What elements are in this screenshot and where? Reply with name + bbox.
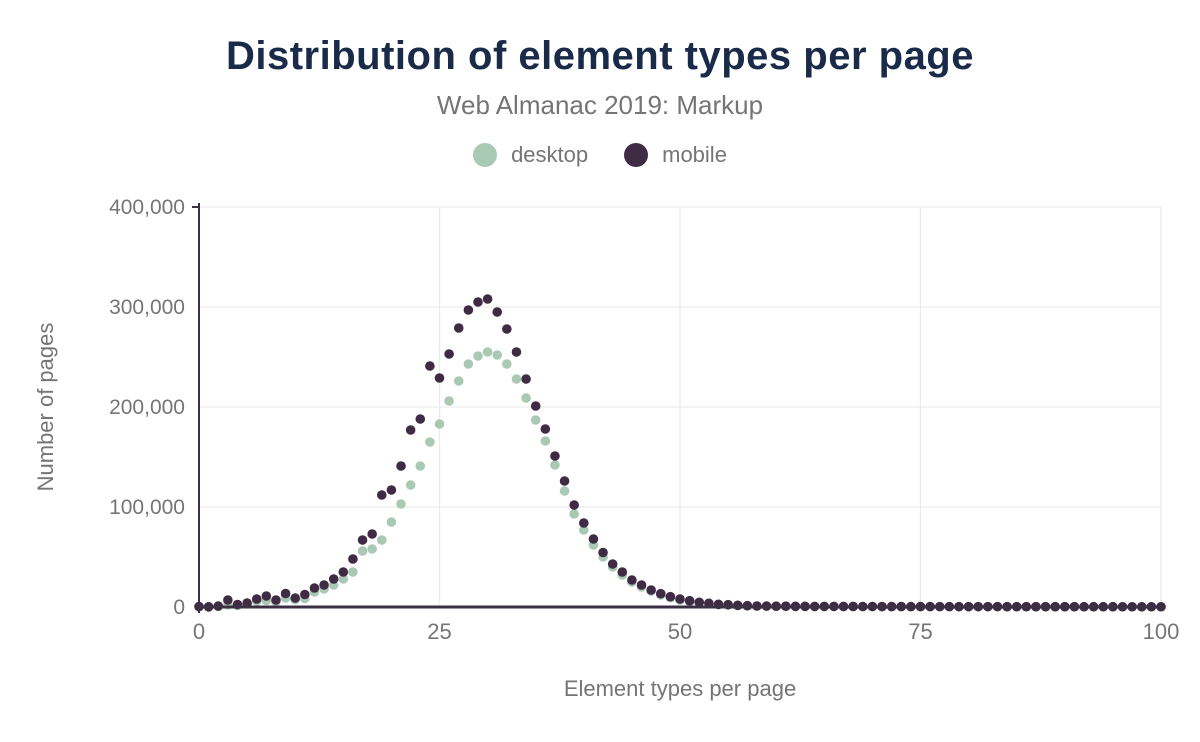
data-point-mobile[interactable]: [607, 559, 618, 569]
data-point-desktop[interactable]: [453, 376, 464, 386]
data-point-desktop[interactable]: [367, 544, 377, 554]
data-point-desktop[interactable]: [521, 393, 531, 403]
data-point-mobile[interactable]: [665, 591, 676, 602]
data-point-desktop[interactable]: [559, 486, 570, 496]
data-point-desktop[interactable]: [569, 509, 579, 519]
y-tick-label: 200,000: [109, 396, 185, 419]
data-point-mobile[interactable]: [271, 595, 281, 605]
data-point-desktop[interactable]: [511, 374, 522, 384]
y-tick-label: 400,000: [109, 196, 185, 219]
data-point-mobile[interactable]: [530, 401, 541, 411]
data-point-mobile[interactable]: [453, 323, 464, 333]
data-point-mobile[interactable]: [319, 580, 329, 590]
data-point-mobile[interactable]: [636, 580, 647, 590]
data-point-mobile[interactable]: [559, 476, 570, 486]
data-point-mobile[interactable]: [357, 535, 368, 545]
legend-item-mobile[interactable]: mobile: [624, 142, 727, 168]
data-point-mobile[interactable]: [405, 425, 416, 435]
data-point-mobile[interactable]: [732, 600, 743, 611]
data-point-desktop[interactable]: [502, 359, 512, 369]
data-point-mobile[interactable]: [655, 588, 666, 599]
data-point-mobile[interactable]: [261, 591, 272, 601]
data-point-mobile[interactable]: [521, 374, 531, 384]
data-point-mobile[interactable]: [550, 451, 560, 461]
data-point-desktop[interactable]: [348, 567, 358, 577]
data-point-mobile[interactable]: [367, 529, 377, 539]
data-point-mobile[interactable]: [540, 424, 551, 434]
data-point-desktop[interactable]: [396, 499, 406, 509]
data-point-mobile[interactable]: [434, 373, 445, 383]
data-point-desktop[interactable]: [405, 480, 416, 490]
data-point-mobile[interactable]: [376, 490, 387, 500]
data-point-desktop[interactable]: [530, 415, 541, 425]
x-axis-title: Element types per page: [563, 676, 797, 701]
chart-legend: desktop mobile: [0, 142, 1200, 168]
chart-title: Distribution of element types per page: [225, 34, 974, 78]
data-point-mobile[interactable]: [684, 595, 695, 606]
x-tick-label: 25: [427, 619, 451, 644]
data-point-desktop[interactable]: [357, 546, 368, 556]
y-tick-label: 0: [173, 596, 185, 619]
x-tick-label: 75: [908, 619, 932, 644]
x-tick-label: 0: [193, 619, 205, 644]
data-point-mobile[interactable]: [579, 518, 589, 528]
x-tick-label: 100: [1143, 619, 1180, 644]
data-point-mobile[interactable]: [511, 347, 522, 357]
data-point-mobile[interactable]: [502, 324, 512, 334]
data-point-mobile[interactable]: [242, 598, 252, 608]
legend-label-mobile: mobile: [662, 142, 727, 167]
data-point-mobile[interactable]: [627, 575, 637, 585]
data-point-mobile[interactable]: [588, 534, 599, 544]
data-point-mobile[interactable]: [386, 485, 397, 495]
data-point-mobile[interactable]: [617, 567, 628, 577]
data-point-mobile[interactable]: [492, 307, 503, 317]
y-tick-label: 100,000: [109, 496, 185, 519]
data-point-mobile[interactable]: [300, 589, 310, 600]
data-point-mobile[interactable]: [463, 305, 474, 315]
data-point-mobile[interactable]: [569, 500, 579, 510]
data-point-mobile[interactable]: [482, 294, 493, 304]
data-point-mobile[interactable]: [251, 594, 262, 604]
data-point-desktop[interactable]: [473, 351, 483, 361]
x-tick-label: 50: [668, 619, 692, 644]
legend-item-desktop[interactable]: desktop: [473, 142, 588, 168]
data-point-mobile[interactable]: [425, 361, 435, 371]
data-point-desktop[interactable]: [444, 396, 454, 406]
legend-label-desktop: desktop: [511, 142, 589, 167]
legend-swatch-desktop-icon: [473, 143, 498, 167]
data-point-desktop[interactable]: [434, 419, 445, 429]
y-tick-label: 300,000: [109, 296, 185, 319]
data-point-mobile[interactable]: [396, 461, 406, 471]
data-point-mobile[interactable]: [675, 594, 685, 604]
data-point-mobile[interactable]: [646, 585, 656, 595]
data-point-desktop[interactable]: [386, 517, 397, 527]
data-point-desktop[interactable]: [415, 461, 426, 471]
data-point-desktop[interactable]: [492, 350, 503, 360]
data-point-desktop[interactable]: [550, 460, 560, 470]
data-point-desktop[interactable]: [376, 535, 387, 545]
data-point-mobile[interactable]: [598, 547, 608, 558]
data-point-desktop[interactable]: [425, 437, 435, 447]
data-point-mobile[interactable]: [694, 597, 705, 608]
data-point-desktop[interactable]: [579, 525, 589, 535]
data-point-mobile[interactable]: [309, 583, 320, 593]
data-point-mobile[interactable]: [473, 297, 483, 307]
data-point-mobile[interactable]: [415, 414, 426, 424]
data-point-mobile[interactable]: [280, 588, 291, 599]
data-point-mobile[interactable]: [338, 567, 349, 577]
data-point-desktop[interactable]: [482, 347, 493, 357]
legend-swatch-mobile-icon: [624, 143, 649, 167]
data-point-mobile[interactable]: [290, 593, 301, 603]
data-point-mobile[interactable]: [348, 554, 358, 564]
data-point-desktop[interactable]: [540, 436, 551, 446]
data-point-mobile[interactable]: [444, 349, 454, 359]
chart-subtitle: Web Almanac 2019: Markup: [436, 90, 764, 120]
data-point-mobile[interactable]: [328, 574, 339, 584]
data-point-desktop[interactable]: [338, 574, 349, 584]
data-point-desktop[interactable]: [463, 359, 474, 369]
data-point-mobile[interactable]: [223, 595, 233, 605]
y-axis-title: Number of pages: [33, 322, 58, 492]
